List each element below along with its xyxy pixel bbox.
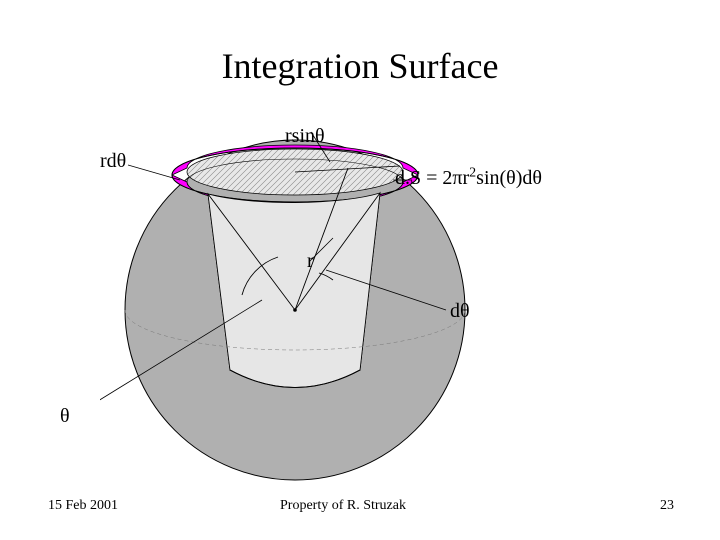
label-r: r xyxy=(307,250,314,273)
label-rsin: rsinθ xyxy=(285,125,325,148)
center-point xyxy=(293,308,297,312)
footer-credit: Property of R. Struzak xyxy=(280,498,406,514)
footer-date: 15 Feb 2001 xyxy=(48,498,118,514)
label-dS: d.S = 2πr2sin(θ)dθ xyxy=(395,165,542,190)
page-title: Integration Surface xyxy=(0,45,720,87)
label-dtheta: dθ xyxy=(450,300,470,323)
wedge-front-face xyxy=(208,193,380,388)
label-theta: θ xyxy=(60,405,70,428)
footer-page: 23 xyxy=(660,498,674,514)
label-rdtheta: rdθ xyxy=(100,150,126,173)
label-dS-text: d.S = 2πr2sin(θ)dθ xyxy=(395,167,542,189)
